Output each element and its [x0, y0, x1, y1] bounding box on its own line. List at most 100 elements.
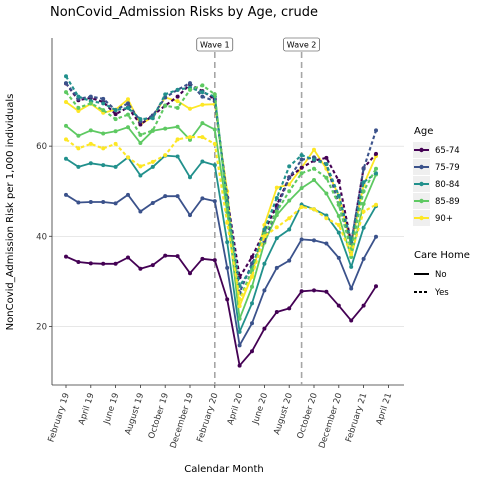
data-point [76, 94, 81, 99]
x-tick-label: June 19 [102, 392, 122, 427]
data-point [349, 252, 354, 257]
data-point [76, 259, 81, 264]
data-point [76, 109, 81, 114]
wave-label-box [196, 37, 234, 52]
data-point [262, 326, 267, 331]
data-point [175, 124, 180, 129]
data-point [126, 192, 130, 197]
data-point [299, 171, 304, 176]
data-point [188, 106, 192, 111]
data-point [188, 213, 192, 218]
data-point [175, 154, 180, 159]
data-point [101, 146, 106, 151]
data-point [126, 112, 130, 117]
data-point [299, 186, 304, 191]
y-tick-label: 20 [36, 322, 47, 332]
y-tick-label: 60 [36, 142, 47, 152]
data-point [274, 309, 279, 314]
data-point [175, 194, 180, 199]
legend-age-point [419, 147, 424, 153]
data-point [113, 201, 118, 206]
data-point [349, 264, 354, 269]
data-point [126, 101, 130, 106]
data-point [324, 191, 329, 196]
data-point [64, 74, 68, 79]
data-point [113, 112, 118, 117]
data-point [262, 234, 267, 239]
series-line [65, 254, 377, 367]
data-point [312, 207, 316, 212]
data-point [188, 271, 192, 276]
data-point [88, 261, 93, 266]
data-point [262, 261, 267, 266]
series-line [65, 122, 377, 320]
legend-age-title: Age [414, 126, 433, 137]
legend-age-label: 90+ [435, 214, 453, 224]
data-point [250, 284, 254, 289]
data-point [336, 202, 341, 207]
data-point [374, 151, 378, 156]
data-point [274, 236, 279, 241]
data-point [200, 94, 205, 99]
data-point [237, 363, 242, 368]
data-point [250, 321, 254, 326]
data-point [299, 204, 304, 209]
data-point [64, 192, 68, 197]
series-75-79-carehome-no [64, 192, 378, 348]
data-point [361, 180, 366, 185]
data-point [88, 94, 93, 99]
data-point [175, 137, 180, 142]
series-line [65, 193, 377, 347]
data-point [287, 258, 292, 263]
x-tick-label: December 20 [317, 392, 344, 450]
data-point [138, 266, 143, 271]
data-point [324, 289, 329, 294]
data-point [274, 185, 279, 190]
data-point [250, 301, 254, 306]
data-point [126, 155, 130, 160]
legend-age-label: 80-84 [435, 180, 460, 190]
legend-age-label: 85-89 [435, 197, 460, 207]
legend-age-point [419, 181, 424, 187]
series-line [65, 154, 377, 333]
chart-title: NonCovid_Admission Risks by Age, crude [50, 5, 318, 20]
data-point [200, 159, 205, 164]
data-point [175, 87, 180, 92]
data-point [361, 225, 366, 230]
wave-label: Wave 1 [200, 41, 230, 50]
data-point [237, 329, 242, 334]
data-point [101, 131, 106, 136]
data-point [361, 201, 366, 206]
data-point [200, 90, 205, 95]
data-point [64, 81, 68, 86]
data-point [287, 189, 292, 194]
data-point [336, 230, 341, 235]
data-point [349, 318, 354, 323]
data-point [250, 255, 254, 260]
data-point [126, 97, 130, 102]
data-point [374, 128, 378, 133]
x-tick-label: October 20 [296, 392, 320, 440]
data-point [88, 101, 93, 106]
data-point [312, 166, 316, 171]
y-tick-label: 40 [36, 232, 47, 242]
data-point [287, 164, 292, 169]
data-point [225, 265, 230, 270]
data-point [101, 108, 106, 113]
data-point [200, 256, 205, 261]
data-point [113, 117, 118, 122]
data-point [324, 216, 329, 221]
data-point [88, 200, 93, 205]
legend-care-label: Yes [434, 288, 449, 298]
data-point [225, 297, 230, 302]
data-point [336, 178, 341, 183]
wave-label-box [283, 37, 320, 52]
series-lines [64, 74, 378, 368]
data-point [361, 189, 366, 194]
data-point [200, 102, 205, 107]
data-point [274, 265, 279, 270]
legend-age-point [419, 164, 424, 170]
data-point [299, 153, 304, 158]
data-point [212, 141, 217, 146]
data-point [299, 165, 304, 170]
